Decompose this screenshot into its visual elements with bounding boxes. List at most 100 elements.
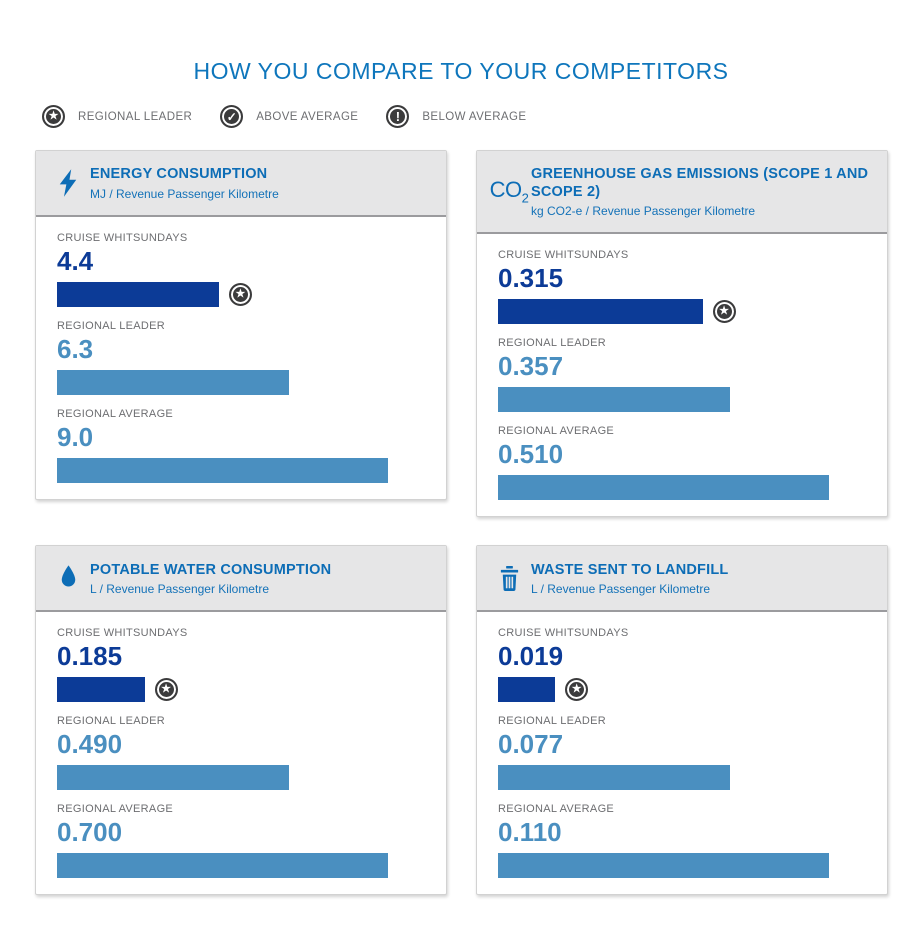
metric-row-regional-average: REGIONAL AVERAGE 9.0 <box>57 408 425 483</box>
metric-row-cruise-whitsundays: CRUISE WHITSUNDAYS 0.185 ★ <box>57 627 425 703</box>
bar-row: ★ <box>498 677 866 703</box>
metric-value: 4.4 <box>57 246 94 276</box>
bar-row <box>498 853 866 879</box>
legend-label: BELOW AVERAGE <box>422 110 527 123</box>
metric-row-regional-average: REGIONAL AVERAGE 0.700 <box>57 803 425 879</box>
badge-legend: ★ REGIONAL LEADER ✓ ABOVE AVERAGE ! BELO… <box>42 105 922 128</box>
legend-label: REGIONAL LEADER <box>78 110 193 123</box>
metric-row-regional-leader: REGIONAL LEADER 0.490 <box>57 715 425 791</box>
bar-row: ★ <box>57 282 425 307</box>
bar-row <box>57 458 425 483</box>
bar-cruise-whitsundays <box>498 299 703 325</box>
co2-text: CO <box>489 177 523 203</box>
metric-value: 0.019 <box>498 641 564 672</box>
bar-cruise-whitsundays <box>57 677 145 703</box>
card-unit-label: kg CO2-e / Revenue Passenger Kilometre <box>531 204 756 219</box>
bar-regional-average <box>57 853 389 879</box>
card-header: CO2 GREENHOUSE GAS EMISSIONS (SCOPE 1 AN… <box>477 151 887 235</box>
compare-competitors-page: HOW YOU COMPARE TO YOUR COMPETITORS ★ RE… <box>35 58 922 896</box>
bar-regional-leader <box>57 370 289 395</box>
card-header: ENERGY CONSUMPTION MJ / Revenue Passenge… <box>36 151 446 217</box>
lightning-bolt-icon <box>48 169 88 197</box>
metric-value: 0.700 <box>57 817 123 848</box>
star-glyph: ★ <box>161 683 171 696</box>
card-unit-label: L / Revenue Passenger Kilometre <box>90 581 269 596</box>
regional-leader-star-badge: ★ <box>565 678 589 702</box>
regional-leader-star-badge: ★ <box>228 283 252 306</box>
page-title: HOW YOU COMPARE TO YOUR COMPETITORS <box>193 58 729 84</box>
bar-regional-average <box>57 458 389 483</box>
metric-label: REGIONAL AVERAGE <box>57 803 174 816</box>
card-title: WASTE SENT TO LANDFILL <box>531 561 729 578</box>
star-badge-icon: ★ <box>42 105 65 128</box>
card-body: CRUISE WHITSUNDAYS 0.185 ★ REGIONAL LEAD… <box>36 612 446 894</box>
metric-label: CRUISE WHITSUNDAYS <box>498 627 629 640</box>
exclamation-glyph: ! <box>395 109 401 124</box>
legend-item-regional-leader: ★ REGIONAL LEADER <box>42 105 192 128</box>
metric-label: CRUISE WHITSUNDAYS <box>57 627 188 640</box>
star-glyph: ★ <box>571 683 582 696</box>
metric-card-waste-sent-to-landfill: WASTE SENT TO LANDFILL L / Revenue Passe… <box>476 545 888 896</box>
bar-row <box>57 853 425 879</box>
metric-row-regional-leader: REGIONAL LEADER 0.077 <box>498 715 866 791</box>
card-header: WASTE SENT TO LANDFILL L / Revenue Passe… <box>477 546 887 613</box>
bar-row <box>498 387 866 413</box>
bar-regional-average <box>498 853 830 879</box>
bar-row <box>498 475 866 501</box>
metric-card-energy-consumption: ENERGY CONSUMPTION MJ / Revenue Passenge… <box>35 150 447 500</box>
card-body: CRUISE WHITSUNDAYS 0.315 ★ REGIONAL LEAD… <box>477 234 887 516</box>
bar-regional-average <box>498 475 830 501</box>
card-title: POTABLE WATER CONSUMPTION <box>90 561 332 578</box>
co2-subscript: 2 <box>521 190 529 206</box>
metric-cards-grid: ENERGY CONSUMPTION MJ / Revenue Passenge… <box>35 150 888 896</box>
metric-label: REGIONAL AVERAGE <box>498 803 615 816</box>
bar-cruise-whitsundays <box>57 282 219 307</box>
metric-label: CRUISE WHITSUNDAYS <box>498 249 629 262</box>
card-title: ENERGY CONSUMPTION <box>90 166 268 183</box>
metric-label: REGIONAL AVERAGE <box>498 425 615 438</box>
metric-row-regional-leader: REGIONAL LEADER 0.357 <box>498 337 866 413</box>
metric-label: REGIONAL LEADER <box>57 715 166 728</box>
metric-value: 0.490 <box>57 729 123 760</box>
metric-label: REGIONAL LEADER <box>498 337 607 350</box>
card-unit-label: L / Revenue Passenger Kilometre <box>531 581 710 596</box>
card-heading: ENERGY CONSUMPTION MJ / Revenue Passenge… <box>90 165 434 200</box>
card-title: GREENHOUSE GAS EMISSIONS (SCOPE 1 AND SC… <box>531 166 869 201</box>
metric-value: 0.315 <box>498 263 564 294</box>
check-badge-icon: ✓ <box>220 105 244 128</box>
metric-card-greenhouse-gas-emissions: CO2 GREENHOUSE GAS EMISSIONS (SCOPE 1 AN… <box>476 150 888 518</box>
card-body: CRUISE WHITSUNDAYS 4.4 ★ REGIONAL LEADER… <box>36 217 446 499</box>
exclamation-badge-icon: ! <box>386 105 410 128</box>
bar-row: ★ <box>57 677 425 703</box>
metric-row-cruise-whitsundays: CRUISE WHITSUNDAYS 0.315 ★ <box>498 249 866 325</box>
bar-row: ★ <box>498 299 866 325</box>
metric-value: 6.3 <box>57 334 94 364</box>
water-drop-icon <box>48 565 88 591</box>
metric-label: REGIONAL LEADER <box>498 715 607 728</box>
metric-card-potable-water-consumption: POTABLE WATER CONSUMPTION L / Revenue Pa… <box>35 545 447 896</box>
trash-bin-icon <box>489 565 529 591</box>
star-glyph: ★ <box>48 110 59 122</box>
metric-value: 0.185 <box>57 641 123 672</box>
card-unit-label: MJ / Revenue Passenger Kilometre <box>90 186 279 201</box>
bar-row <box>57 765 425 791</box>
metric-value: 0.077 <box>498 729 564 760</box>
card-heading: GREENHOUSE GAS EMISSIONS (SCOPE 1 AND SC… <box>531 165 875 218</box>
metric-value: 0.110 <box>498 817 562 848</box>
legend-item-above-average: ✓ ABOVE AVERAGE <box>220 105 358 128</box>
metric-label: CRUISE WHITSUNDAYS <box>57 232 188 244</box>
bar-regional-leader <box>498 387 730 413</box>
metric-value: 0.357 <box>498 351 564 382</box>
regional-leader-star-badge: ★ <box>154 678 178 702</box>
metric-row-regional-average: REGIONAL AVERAGE 0.110 <box>498 803 866 879</box>
metric-value: 9.0 <box>57 422 94 452</box>
card-header: POTABLE WATER CONSUMPTION L / Revenue Pa… <box>36 546 446 613</box>
regional-leader-star-badge: ★ <box>712 300 736 324</box>
legend-item-below-average: ! BELOW AVERAGE <box>386 105 526 128</box>
bar-row <box>57 370 425 395</box>
bar-regional-leader <box>57 765 289 791</box>
card-heading: WASTE SENT TO LANDFILL L / Revenue Passe… <box>531 561 875 596</box>
bar-regional-leader <box>498 765 730 791</box>
metric-row-cruise-whitsundays: CRUISE WHITSUNDAYS 0.019 ★ <box>498 627 866 703</box>
metric-label: REGIONAL AVERAGE <box>57 408 174 420</box>
